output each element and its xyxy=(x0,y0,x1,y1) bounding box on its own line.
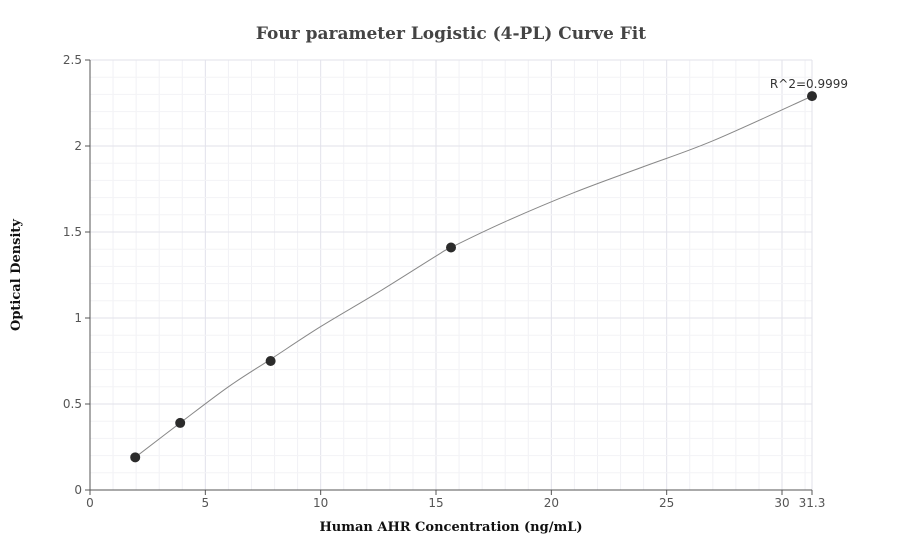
x-tick-label: 31.3 xyxy=(799,496,826,510)
y-tick-label: 1.5 xyxy=(63,225,82,239)
y-tick-label: 2.5 xyxy=(63,53,82,67)
x-axis-title: Human AHR Concentration (ng/mL) xyxy=(319,520,582,535)
r-squared-annotation: R^2=0.9999 xyxy=(770,77,848,91)
y-tick-label: 0 xyxy=(74,483,82,497)
data-point xyxy=(807,91,817,102)
x-tick-label: 20 xyxy=(544,496,559,510)
data-point xyxy=(265,356,276,366)
y-axis-title: Optical Density xyxy=(9,219,24,331)
y-tick-label: 2 xyxy=(74,139,82,153)
fit-curve xyxy=(134,95,813,458)
x-tick-label: 10 xyxy=(313,496,328,510)
x-tick-label: 30 xyxy=(774,496,789,510)
x-tick-label: 15 xyxy=(428,496,443,510)
tick-labels: 0 5 10 15 20 25 30 31.3 0 0.5 1 1.5 2 2.5 xyxy=(63,53,825,510)
axes xyxy=(85,59,813,495)
data-point xyxy=(446,242,456,253)
data-points xyxy=(130,91,817,463)
y-tick-label: 0.5 xyxy=(63,397,82,411)
x-tick-label: 5 xyxy=(202,496,210,510)
data-point xyxy=(130,452,141,463)
data-point xyxy=(175,417,186,428)
x-tick-label: 25 xyxy=(659,496,674,510)
x-tick-label: 0 xyxy=(86,496,94,510)
chart-title: Four parameter Logistic (4-PL) Curve Fit xyxy=(256,24,646,44)
grid xyxy=(90,59,813,490)
y-tick-label: 1 xyxy=(74,311,82,325)
